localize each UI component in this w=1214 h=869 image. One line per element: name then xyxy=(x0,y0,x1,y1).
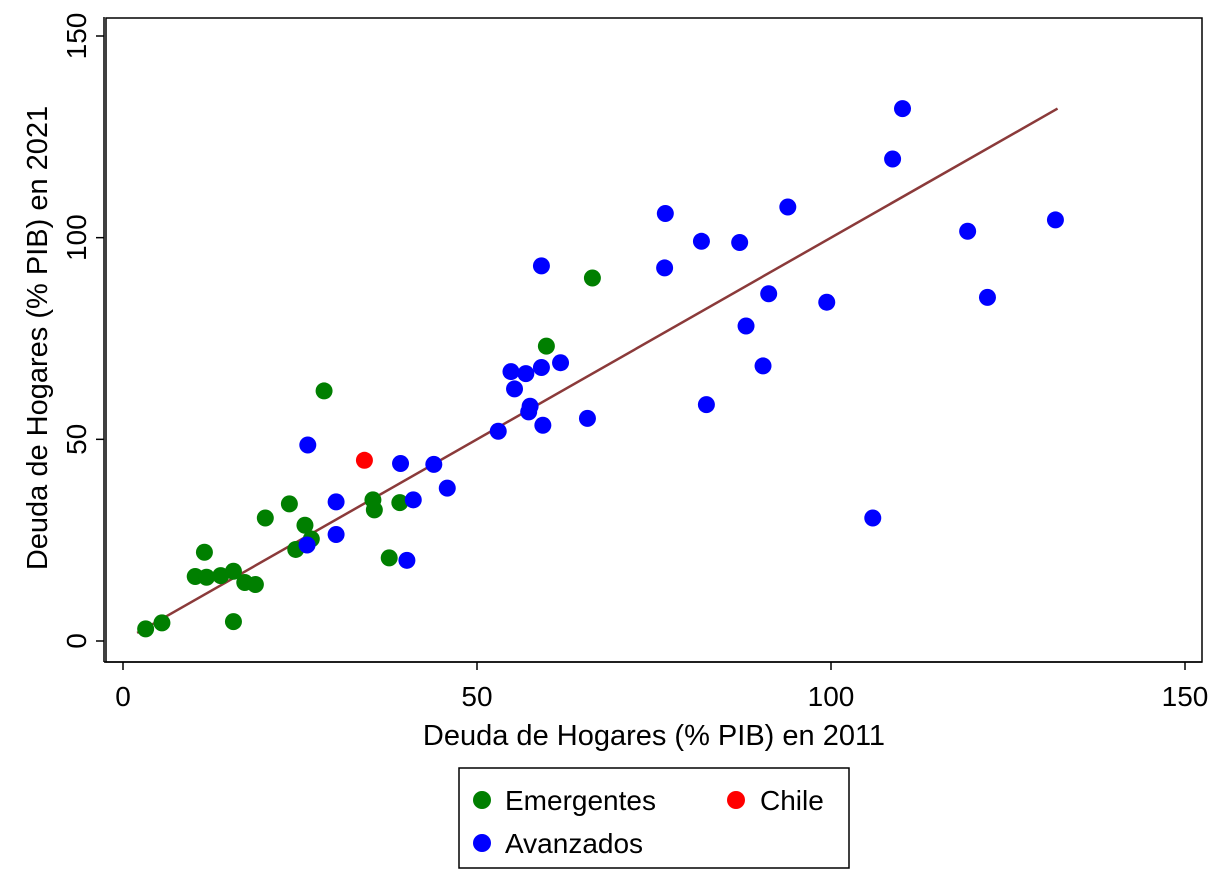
y-axis-ticks: 0 50 100 150 xyxy=(61,13,104,649)
point-avanzados xyxy=(327,526,345,544)
points-layer xyxy=(137,100,1064,638)
point-emergentes xyxy=(365,501,383,519)
point-avanzados xyxy=(737,317,755,335)
point-avanzados xyxy=(692,232,710,250)
point-avanzados xyxy=(517,365,535,383)
point-avanzados xyxy=(506,380,524,398)
y-tick-label: 100 xyxy=(61,214,92,261)
x-axis-title: Deuda de Hogares (% PIB) en 2011 xyxy=(423,720,885,752)
point-avanzados xyxy=(489,422,507,440)
point-avanzados xyxy=(697,396,715,414)
legend-marker-chile xyxy=(727,791,745,809)
point-emergentes xyxy=(391,494,409,512)
point-avanzados xyxy=(884,150,902,168)
point-emergentes xyxy=(198,568,216,586)
legend-label-chile: Chile xyxy=(760,785,824,816)
y-axis-title: Deuda de Hogares (% PIB) en 2021 xyxy=(22,106,54,570)
point-emergentes xyxy=(296,516,314,534)
point-emergentes xyxy=(224,613,242,631)
point-emergentes xyxy=(153,614,171,632)
point-avanzados xyxy=(864,509,882,527)
legend-label-emergentes: Emergentes xyxy=(505,785,656,816)
x-tick-label: 150 xyxy=(1162,681,1209,712)
point-emergentes xyxy=(380,549,398,567)
x-axis-ticks: 0 50 100 150 xyxy=(115,662,1208,712)
y-tick-label: 150 xyxy=(61,13,92,60)
x-tick-label: 100 xyxy=(808,681,855,712)
point-emergentes xyxy=(137,620,155,638)
y-tick-label: 50 xyxy=(61,424,92,455)
point-avanzados xyxy=(392,455,410,473)
point-avanzados xyxy=(552,354,570,372)
point-emergentes xyxy=(256,509,274,527)
legend-label-avanzados: Avanzados xyxy=(505,828,643,859)
point-avanzados xyxy=(760,285,778,303)
point-avanzados xyxy=(532,359,550,377)
point-emergentes xyxy=(246,576,264,594)
point-avanzados xyxy=(438,479,456,497)
point-avanzados xyxy=(1046,211,1064,229)
point-emergentes xyxy=(280,495,298,513)
point-avanzados xyxy=(520,403,538,421)
point-avanzados xyxy=(818,293,836,311)
point-avanzados xyxy=(656,204,674,222)
point-avanzados xyxy=(298,536,316,554)
y-tick-label: 0 xyxy=(61,633,92,649)
point-avanzados xyxy=(502,363,520,381)
point-avanzados xyxy=(532,257,550,275)
point-avanzados xyxy=(299,436,317,454)
point-avanzados xyxy=(978,288,996,306)
point-avanzados xyxy=(398,551,416,569)
point-emergentes xyxy=(224,562,242,580)
x-tick-label: 50 xyxy=(461,681,492,712)
x-tick-label: 0 xyxy=(115,681,131,712)
point-avanzados xyxy=(731,234,749,252)
point-avanzados xyxy=(656,259,674,277)
point-avanzados xyxy=(779,198,797,216)
point-avanzados xyxy=(327,493,345,511)
point-chile xyxy=(355,451,373,469)
point-avanzados xyxy=(894,100,912,118)
point-emergentes xyxy=(315,382,333,400)
legend: Emergentes Chile Avanzados xyxy=(458,767,850,869)
legend-box xyxy=(458,767,850,869)
point-emergentes xyxy=(195,543,213,561)
point-emergentes xyxy=(583,269,601,287)
point-emergentes xyxy=(537,337,555,355)
point-avanzados xyxy=(754,357,772,375)
point-avanzados xyxy=(959,222,977,240)
legend-marker-avanzados xyxy=(473,834,491,852)
plot-area-frame xyxy=(105,17,1203,663)
point-avanzados xyxy=(404,491,422,509)
legend-marker-emergentes xyxy=(473,791,491,809)
point-avanzados xyxy=(425,455,443,473)
point-avanzados xyxy=(578,409,596,427)
point-avanzados xyxy=(534,416,552,434)
